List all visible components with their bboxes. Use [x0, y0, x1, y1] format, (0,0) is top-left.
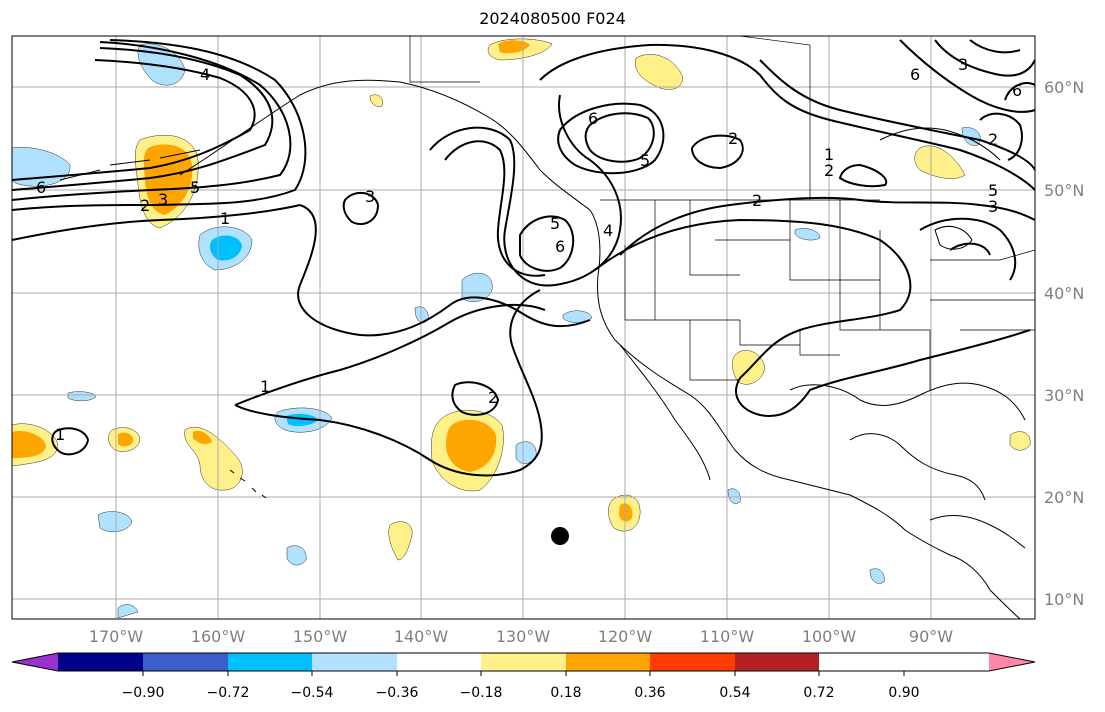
colorbar-tick-label: −0.72	[207, 685, 250, 701]
lat-label: 40°N	[1044, 284, 1084, 303]
lon-label: 110°W	[700, 627, 755, 646]
contour-label: 3	[158, 190, 168, 209]
colorbar-segment	[566, 653, 650, 671]
contour-label: 6	[910, 65, 920, 84]
contour-label: 5	[988, 181, 998, 200]
colorbar-tick-label: −0.36	[376, 685, 419, 701]
contour-label: 4	[200, 65, 210, 84]
colorbar-segment	[397, 653, 481, 671]
contour-label: 6	[555, 237, 565, 256]
colorbar-extend-left	[12, 653, 58, 671]
map-frame	[11, 35, 1036, 620]
latitude-labels: 60°N 50°N 40°N 30°N 20°N 10°N	[1044, 78, 1084, 609]
lon-label: 90°W	[909, 627, 953, 646]
colorbar-tick-label: 0.18	[550, 685, 581, 701]
lat-label: 60°N	[1044, 78, 1084, 97]
map-title: 2024080500 F024	[479, 9, 626, 28]
colorbar-tick-label: −0.90	[122, 685, 165, 701]
contour-lines	[11, 39, 1036, 477]
contour-label: 6	[36, 178, 46, 197]
positive-shading	[11, 38, 1031, 561]
contour-label: 1	[55, 425, 65, 444]
lon-label: 170°W	[89, 627, 144, 646]
colorbar: −0.90 −0.72 −0.54 −0.36 −0.18 0.18 0.36 …	[11, 652, 1036, 701]
negative-shading	[11, 43, 981, 619]
lon-label: 100°W	[802, 627, 857, 646]
contour-label: 6	[1012, 81, 1022, 100]
contour-label: 2	[728, 129, 738, 148]
colorbar-tick-label: 0.72	[803, 685, 834, 701]
contour-label: 2	[140, 196, 150, 215]
contour-label: 3	[365, 187, 375, 206]
cyclone-marker	[551, 527, 569, 545]
lon-label: 120°W	[598, 627, 653, 646]
lon-label: 150°W	[293, 627, 348, 646]
colorbar-segment	[481, 653, 566, 671]
contour-label: 1	[824, 145, 834, 164]
contour-label: 1	[220, 209, 230, 228]
coastlines	[59, 79, 1026, 620]
colorbar-tick-label: −0.54	[291, 685, 334, 701]
colorbar-segment	[228, 653, 312, 671]
lon-label: 160°W	[191, 627, 246, 646]
lat-label: 10°N	[1044, 590, 1084, 609]
contour-label: 1	[260, 377, 270, 396]
contour-label: 2	[488, 388, 498, 407]
contour-label: 4	[603, 221, 613, 240]
lat-label: 30°N	[1044, 386, 1084, 405]
lon-label: 130°W	[496, 627, 551, 646]
colorbar-segment	[58, 653, 143, 671]
contour-label: 5	[550, 214, 560, 233]
colorbar-extend-right	[989, 653, 1035, 671]
contour-label: 2	[752, 191, 762, 210]
grid-lines	[12, 36, 1035, 619]
contour-label: 5	[190, 178, 200, 197]
colorbar-segment	[312, 653, 397, 671]
contour-label: 3	[958, 55, 968, 74]
lat-label: 20°N	[1044, 488, 1084, 507]
colorbar-tick-label: 0.54	[719, 685, 750, 701]
longitude-labels: 170°W 160°W 150°W 140°W 130°W 120°W 110°…	[89, 627, 953, 646]
colorbar-tick-label: 0.90	[888, 685, 919, 701]
colorbar-segment	[735, 653, 819, 671]
map-panel: 4 6 3 5 2 1 3 1 2 6 5 2 5 6 4 2 1 2 2 5 …	[11, 35, 1036, 620]
borders	[409, 35, 1036, 390]
colorbar-tick-labels: −0.90 −0.72 −0.54 −0.36 −0.18 0.18 0.36 …	[122, 685, 920, 701]
contour-label: 2	[824, 161, 834, 180]
colorbar-tick-label: −0.18	[460, 685, 503, 701]
lon-label: 140°W	[394, 627, 449, 646]
colorbar-tick-label: 0.36	[634, 685, 665, 701]
contour-label: 5	[640, 151, 650, 170]
colorbar-segment	[143, 653, 228, 671]
contour-labels: 4 6 3 5 2 1 3 1 2 6 5 2 5 6 4 2 1 2 2 5 …	[36, 55, 1022, 444]
colorbar-segment	[650, 653, 735, 671]
lat-label: 50°N	[1044, 181, 1084, 200]
contour-label: 3	[988, 197, 998, 216]
contour-label: 6	[588, 109, 598, 128]
contour-label: 2	[988, 130, 998, 149]
